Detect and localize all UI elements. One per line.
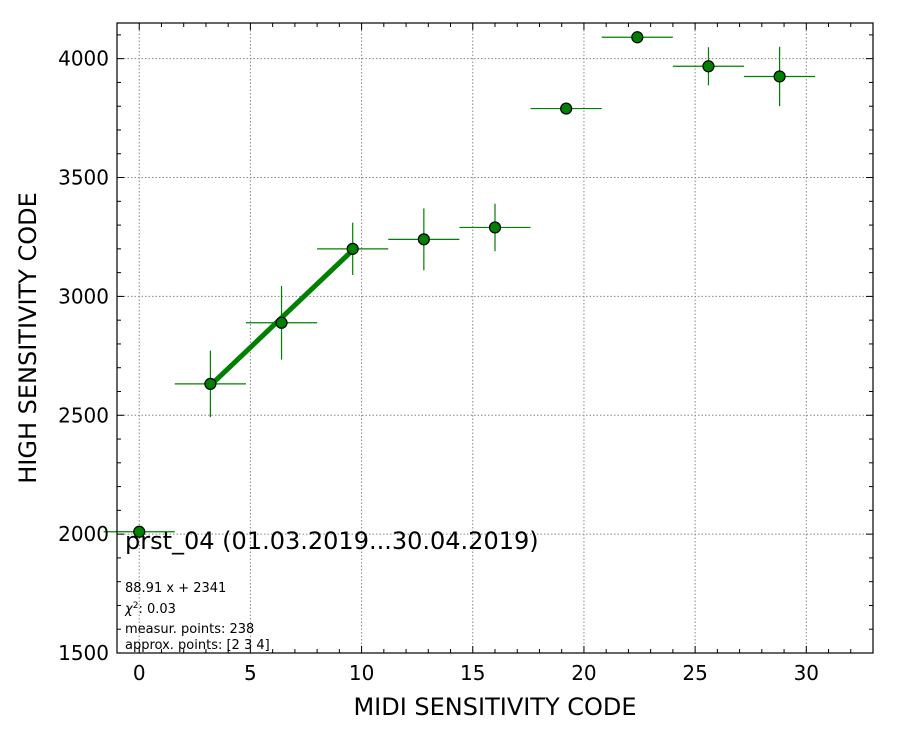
plot-frame <box>116 22 874 654</box>
x-axis-label: MIDI SENSITIVITY CODE <box>353 693 636 721</box>
measured-points-annotation: measur. points: 238 <box>125 622 254 637</box>
data-point <box>702 60 715 73</box>
data-point <box>417 233 430 246</box>
data-point <box>773 70 786 83</box>
grid <box>117 23 873 653</box>
data-point <box>560 102 573 115</box>
x-tick-label: 0 <box>133 661 146 685</box>
approx-points-annotation: approx. points: [2 3 4] <box>125 638 270 653</box>
data-point <box>346 242 359 255</box>
error-bars <box>103 36 816 533</box>
y-tick-label: 2000 <box>58 522 109 546</box>
y-axis-label: HIGH SENSITIVITY CODE <box>14 192 42 484</box>
y-tick-label: 3500 <box>58 166 109 190</box>
chi-square-value: : 0.03 <box>138 602 175 617</box>
y-tick-label: 3000 <box>58 284 109 308</box>
data-point <box>133 525 146 538</box>
data-points <box>133 31 786 538</box>
data-point <box>275 316 288 329</box>
data-point <box>631 31 644 44</box>
y-tick-label: 2500 <box>58 403 109 427</box>
x-tick-label: 30 <box>794 661 819 685</box>
x-tick-label: 25 <box>682 661 707 685</box>
fit-equation: 88.91 x + 2341 <box>125 581 226 596</box>
x-tick-label: 15 <box>460 661 485 685</box>
y-tick-label: 4000 <box>58 47 109 71</box>
tick-labels: 0 5 10 15 20 25 30 1500 2000 2500 3000 3500 4000 <box>58 47 819 685</box>
x-tick-label: 10 <box>349 661 374 685</box>
x-tick-label: 5 <box>244 661 257 685</box>
y-tick-label: 1500 <box>58 641 109 665</box>
data-point <box>204 377 217 390</box>
chi-square-annotation: χ2: 0.03 <box>124 601 176 617</box>
data-point <box>488 221 502 234</box>
axis-ticks <box>116 23 874 654</box>
dataset-annotation: prst_04 (01.03.2019...30.04.2019) <box>125 527 539 555</box>
x-tick-label: 20 <box>571 661 596 685</box>
